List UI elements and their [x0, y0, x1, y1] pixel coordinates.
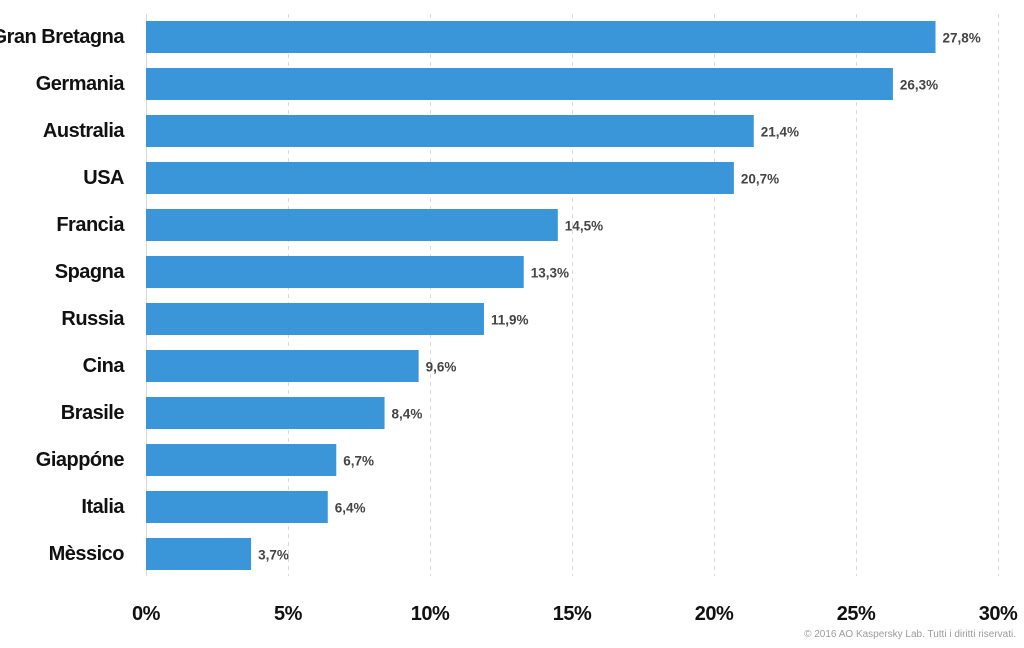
bar-9 — [146, 444, 337, 476]
bar-3 — [146, 162, 734, 194]
bar-5 — [146, 256, 524, 288]
value-label: 14,5% — [565, 219, 603, 234]
category-label: Cina — [83, 355, 126, 377]
value-label: 6,7% — [343, 454, 374, 469]
bar-11 — [146, 538, 252, 570]
value-label: 6,4% — [335, 501, 366, 516]
bar-1 — [146, 68, 893, 100]
value-label: 27,8% — [943, 31, 981, 46]
x-tick-label: 25% — [837, 603, 876, 625]
bar-8 — [146, 397, 385, 429]
x-tick-label: 20% — [695, 603, 734, 625]
bar-4 — [146, 209, 558, 241]
bars — [146, 21, 936, 570]
value-label: 8,4% — [392, 407, 423, 422]
bar-0 — [146, 21, 936, 53]
category-label: Giappóne — [36, 449, 125, 471]
category-labels: Gran Bretagna Germania Australia USA Francia… — [0, 26, 126, 565]
value-label: 21,4% — [761, 125, 799, 140]
category-label: Gran Bretagna — [0, 26, 125, 48]
value-label: 26,3% — [900, 78, 938, 93]
category-label: Russia — [61, 308, 125, 330]
grid-lines — [146, 14, 999, 576]
copyright-notice: © 2016 AO Kaspersky Lab. Tutti i diritti… — [804, 629, 1016, 640]
bar-7 — [146, 350, 419, 382]
x-tick-label: 5% — [274, 603, 303, 625]
value-label: 13,3% — [531, 266, 569, 281]
x-tick-label: 0% — [132, 603, 161, 625]
category-label: Francia — [56, 214, 125, 236]
x-axis-tick-labels: 0% 5% 10% 15% 20% 25% 30% — [132, 603, 1018, 625]
x-tick-label: 10% — [411, 603, 450, 625]
x-tick-label: 15% — [553, 603, 592, 625]
value-label: 20,7% — [741, 172, 779, 187]
bar-2 — [146, 115, 754, 147]
value-label: 11,9% — [491, 313, 529, 328]
category-label: Italia — [81, 496, 125, 518]
category-label: Brasile — [61, 402, 125, 424]
x-tick-label: 30% — [979, 603, 1018, 625]
category-label: Mèssico — [49, 543, 125, 565]
category-label: Germania — [36, 73, 126, 95]
category-label: USA — [83, 167, 124, 189]
bar-6 — [146, 303, 484, 335]
value-labels: 27,8% 26,3% 21,4% 20,7% 14,5% 13,3% 11,9% 9,6% 8… — [258, 31, 981, 563]
value-label: 9,6% — [426, 360, 457, 375]
bar-10 — [146, 491, 328, 523]
category-label: Spagna — [55, 261, 126, 283]
value-label: 3,7% — [258, 548, 289, 563]
category-label: Australia — [43, 120, 125, 142]
